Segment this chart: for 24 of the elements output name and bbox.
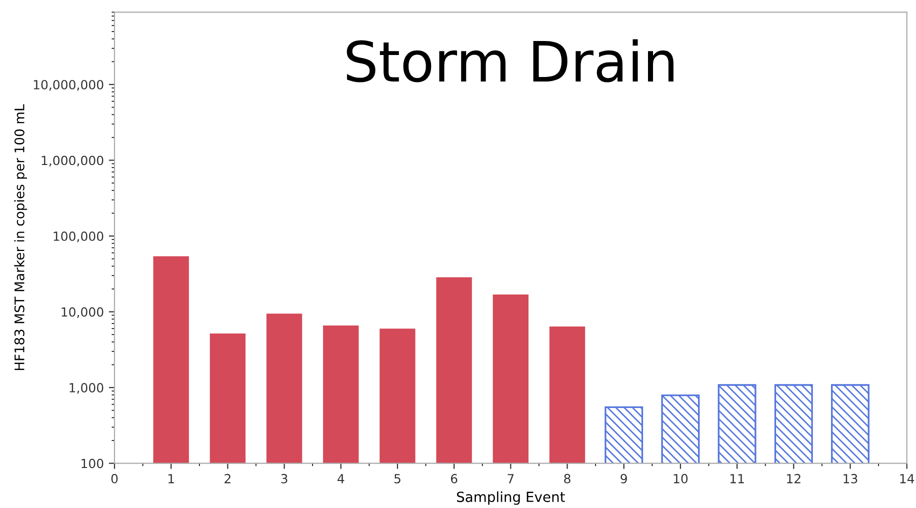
- x-tick-label: 1: [168, 474, 174, 484]
- x-tick-label: 5: [394, 474, 400, 484]
- y-tick-label: 1,000: [70, 383, 104, 394]
- x-tick-label: 8: [564, 474, 570, 484]
- x-tick-label: 3: [281, 474, 288, 484]
- x-tick-label: 6: [450, 474, 458, 484]
- x-axis-title: Sampling Event: [456, 491, 565, 505]
- y-tick-label: 10,000,000: [34, 80, 104, 91]
- x-tick-label: 7: [508, 474, 514, 484]
- x-tick-label: 12: [787, 474, 800, 484]
- x-tick-label: 14: [900, 474, 914, 484]
- y-tick-label: 100,000: [54, 231, 104, 242]
- x-tick-label: 2: [224, 474, 230, 484]
- y-tick-label: 10,000: [62, 307, 104, 318]
- x-tick-label: 13: [844, 474, 858, 484]
- chart-title: Storm Drain: [346, 39, 674, 82]
- y-tick-label: 100: [82, 458, 104, 468]
- x-tick-label: 4: [338, 474, 344, 484]
- x-tick-label: 0: [111, 474, 118, 484]
- x-tick-label: 9: [620, 474, 627, 484]
- x-tick-label: 10: [674, 474, 688, 484]
- y-axis-title: HF183 MST Marker in copies per 100 mL: [14, 104, 27, 370]
- y-tick-label: 1,000,000: [42, 156, 104, 166]
- x-tick-label: 11: [730, 474, 744, 484]
